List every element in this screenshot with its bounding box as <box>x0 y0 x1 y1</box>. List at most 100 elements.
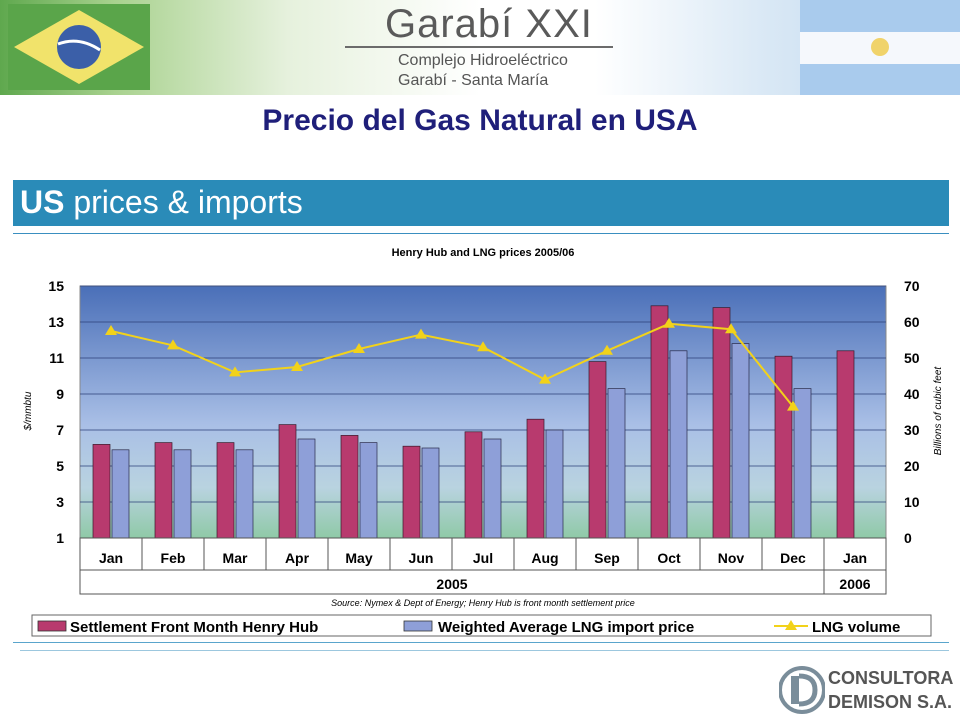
x-tick-label: Jan <box>99 550 123 566</box>
y-right-tick-label: 20 <box>904 458 920 474</box>
lng-volume-marker <box>477 341 489 352</box>
bar-henry-hub <box>216 442 235 539</box>
bar-lng-price <box>173 449 192 539</box>
bar-lng-price <box>235 449 254 539</box>
x-tick-label: Oct <box>657 550 681 566</box>
argentina-flag-icon <box>800 0 960 95</box>
x-tick-label: Sep <box>594 550 620 566</box>
bar-lng-price <box>793 388 812 539</box>
chart-title: Henry Hub and LNG prices 2005/06 <box>392 247 575 259</box>
plot-area <box>79 285 887 539</box>
y-tick-label: 11 <box>49 350 64 366</box>
legend-marker <box>785 620 797 630</box>
bar-lng-price <box>359 442 378 539</box>
bar-henry-hub <box>774 355 793 539</box>
bar-lng-price <box>731 343 750 539</box>
bar-lng-price <box>421 447 440 539</box>
brazil-flag-icon <box>8 4 150 90</box>
slide-title: Precio del Gas Natural en USA <box>262 104 698 137</box>
lng-volume-marker <box>601 344 613 355</box>
y-tick-label: 13 <box>48 314 64 330</box>
lng-volume-marker <box>663 317 675 328</box>
y-right-tick-label: 50 <box>904 350 920 366</box>
bar-lng-price <box>669 350 688 539</box>
chart-source: Source: Nymex & Dept of Energy; Henry Hu… <box>331 598 635 608</box>
lng-volume-marker <box>291 361 303 371</box>
y-tick-label: 7 <box>56 422 64 438</box>
bar-henry-hub <box>340 435 359 539</box>
y-axis-label: $/mmbtu <box>23 391 34 431</box>
lng-volume-marker <box>787 400 799 411</box>
section-bar-rest: prices & imports <box>64 184 303 220</box>
legend: Settlement Front Month Henry Hub Weighted… <box>31 614 932 637</box>
lng-volume-marker <box>353 343 365 353</box>
y-right-tick-label: 70 <box>904 278 920 294</box>
consultora-name-line2: DEMISON S.A. <box>828 692 953 712</box>
y-tick-label: 5 <box>56 458 64 474</box>
y-tick-label: 3 <box>56 494 64 510</box>
x-tick-label: Jun <box>409 550 434 566</box>
x-tick-label: May <box>345 550 372 566</box>
bar-lng-price <box>483 438 502 539</box>
bar-lng-price <box>297 438 316 539</box>
lng-volume-marker <box>229 366 241 377</box>
x-axis: Jan Feb Mar Apr May Jun Jul Aug Sep Oct Nov Dec Jan 2… <box>79 537 887 595</box>
legend-label: Settlement Front Month Henry Hub <box>70 619 318 636</box>
y-tick-label: 9 <box>56 386 64 402</box>
x-axis-box <box>79 537 887 595</box>
logo-subtitle-1: Complejo Hidroeléctrico <box>398 52 568 69</box>
y-right-tick-label: 10 <box>904 494 920 510</box>
lng-volume-marker <box>105 325 117 335</box>
right-axis: 0 10 20 30 40 50 60 70 <box>904 278 920 546</box>
logo-title: Garabí XXI <box>385 2 593 46</box>
legend-label: LNG volume <box>812 619 900 636</box>
x-tick-label: Mar <box>223 550 248 566</box>
divider-bottom <box>13 642 949 643</box>
bar-henry-hub <box>588 361 607 539</box>
year-label: 2005 <box>436 576 467 592</box>
y-axis-right-label: Billions of cubic feet <box>933 366 944 456</box>
bar-henry-hub <box>92 444 111 539</box>
bar-henry-hub <box>712 307 731 539</box>
x-tick-label: Nov <box>718 550 745 566</box>
x-tick-label: Feb <box>161 550 186 566</box>
x-tick-label: Jul <box>473 550 493 566</box>
y-right-tick-label: 40 <box>904 386 920 402</box>
bars <box>92 305 855 539</box>
x-tick-label: Apr <box>285 550 310 566</box>
y-right-tick-label: 30 <box>904 422 920 438</box>
y-right-tick-label: 60 <box>904 314 920 330</box>
section-bar <box>13 180 949 226</box>
year-label: 2006 <box>839 576 870 592</box>
bar-lng-price <box>545 429 564 539</box>
section-bar-title: US prices & imports <box>20 184 303 221</box>
section-bar-bold: US <box>20 184 65 220</box>
bar-henry-hub <box>650 305 669 539</box>
divider-top <box>13 233 949 234</box>
bar-henry-hub <box>464 431 483 539</box>
y-tick-label: 1 <box>56 530 64 546</box>
logo-subtitle-2: Garabí - Santa María <box>398 72 549 89</box>
lng-volume-marker <box>415 328 427 339</box>
bar-henry-hub <box>154 442 173 539</box>
x-tick-label: Jan <box>843 550 867 566</box>
legend-swatch <box>37 620 67 632</box>
lng-volume-polyline <box>110 322 794 408</box>
header-banner: Garabí XXI Complejo Hidroeléctrico Garab… <box>0 0 960 95</box>
lng-volume-marker <box>539 373 551 384</box>
x-tick-label: Aug <box>531 550 558 566</box>
y-right-tick-label: 0 <box>904 530 912 546</box>
consultora-name-line1: CONSULTORA <box>828 668 954 688</box>
legend-label: Weighted Average LNG import price <box>438 619 694 636</box>
bar-lng-price <box>607 388 626 539</box>
bar-henry-hub <box>278 424 297 539</box>
bar-henry-hub <box>402 445 421 539</box>
logo-divider <box>345 46 613 48</box>
bar-henry-hub <box>836 350 855 539</box>
lng-volume-marker <box>167 339 179 350</box>
divider-bottom-2 <box>20 650 949 651</box>
consultora-logo-icon <box>779 666 825 714</box>
bar-henry-hub <box>526 418 545 539</box>
bar-lng-price <box>111 449 130 539</box>
